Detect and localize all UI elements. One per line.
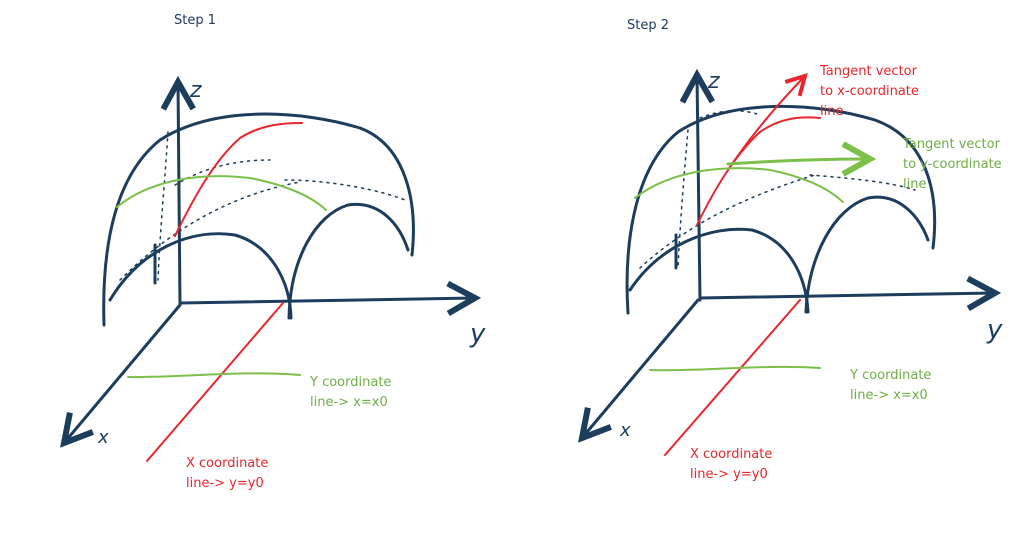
step2-hidden-curve-1 — [677, 129, 689, 269]
step2-hidden-curve-2 — [639, 174, 816, 269]
step2-tangent-vector-x — [727, 76, 805, 171]
step2-tangent-y-label-line1: Tangent vector — [903, 137, 1000, 152]
step2-front-arc-left — [628, 227, 810, 314]
step2-x-axis-label: x — [619, 420, 631, 441]
step1-front-arc-left — [108, 232, 293, 320]
step2-sketch: z y x — [582, 69, 1003, 456]
step1-hidden-curve-3 — [284, 179, 406, 201]
step2-y-coordinate-line — [649, 365, 821, 372]
step1-hidden-curve-2 — [119, 181, 301, 281]
step2-x-coordinate-curve — [696, 116, 821, 226]
step1-z-axis — [178, 82, 180, 307]
step2-y-coordinate-label-line2: line-> x=x0 — [850, 388, 928, 403]
step2-hidden-curve-4 — [699, 110, 761, 119]
step1-x-axis-label: x — [97, 427, 109, 448]
step1-hidden-curve-1 — [157, 131, 169, 281]
step1-y-axis — [178, 298, 475, 303]
step2-tangent-y-label-line2: to y-coordinate — [903, 157, 1002, 172]
step2-title: Step 2 — [627, 18, 670, 33]
step1-dome-outline — [102, 112, 415, 327]
step2-hidden-curve-3 — [809, 174, 916, 191]
step2-tangent-x-label-line2: to x-coordinate — [820, 84, 919, 99]
step1-title: Step 1 — [174, 13, 217, 28]
step1-z-axis-label: z — [189, 78, 202, 103]
step2-tangent-vector-y — [726, 159, 870, 164]
step1-y-coordinate-label-line2: line-> x=x0 — [310, 395, 388, 410]
step2-x-axis — [582, 298, 700, 438]
step2-tangent-x-label-line3: line — [820, 104, 844, 119]
step1-x-axis — [64, 303, 182, 443]
step2-y-axis — [698, 293, 995, 298]
step1-front-arc-right — [287, 202, 410, 320]
step2-y-coordinate-curve — [634, 167, 844, 203]
step2-x-coordinate-line — [664, 299, 801, 456]
step2-dome-outline — [625, 104, 937, 315]
step1-x-coordinate-curve — [174, 122, 303, 237]
step2-tangent-y-label-line3: line — [903, 177, 927, 192]
step1-y-coordinate-curve — [116, 175, 327, 211]
step1-sketch: z y x — [64, 78, 486, 462]
step1-y-coordinate-label-line1: Y coordinate — [310, 375, 392, 390]
step1-hidden-curve-4 — [174, 159, 271, 186]
step2-z-axis — [697, 75, 700, 302]
step1-x-coordinate-line — [146, 302, 284, 462]
step2-y-coordinate-label-line1: Y coordinate — [850, 368, 932, 383]
step2-tangent-x-label-line1: Tangent vector — [820, 64, 917, 79]
step1-x-coordinate-label-line1: X coordinate — [186, 456, 269, 471]
step1-y-coordinate-line — [127, 372, 301, 379]
step2-x-coordinate-label-line2: line-> y=y0 — [690, 467, 768, 482]
step2-x-coordinate-label-line1: X coordinate — [690, 447, 773, 462]
step1-y-axis-label: y — [469, 319, 486, 349]
step1-x-coordinate-label-line2: line-> y=y0 — [186, 476, 264, 491]
step2-y-axis-label: y — [986, 315, 1003, 345]
step2-z-axis-label: z — [707, 69, 720, 94]
step2-front-arc-right — [804, 195, 930, 314]
